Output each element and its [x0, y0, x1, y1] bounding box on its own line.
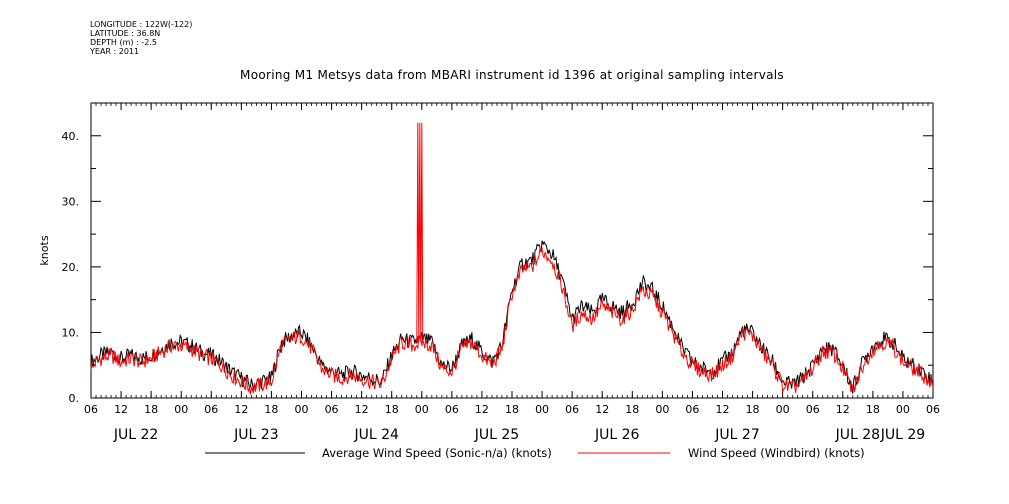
- series-line: [416, 122, 424, 343]
- legend-label: Average Wind Speed (Sonic-n/a) (knots): [322, 446, 552, 460]
- series-line: [90, 246, 934, 395]
- x-tick-label: 12: [355, 403, 369, 416]
- y-axis-label: knots: [38, 235, 51, 265]
- x-day-label: JUL 23: [233, 427, 278, 443]
- longitude-text: LONGITUDE : 122W(-122): [90, 20, 193, 29]
- legend-label: Wind Speed (Windbird) (knots): [688, 446, 865, 460]
- y-tick-label: 0.: [69, 392, 80, 405]
- x-tick-label: 00: [896, 403, 910, 416]
- x-tick-label: 12: [234, 403, 248, 416]
- x-tick-label: 18: [264, 403, 278, 416]
- x-tick-label: 12: [836, 403, 850, 416]
- x-tick-label: 12: [595, 403, 609, 416]
- x-tick-label: 06: [806, 403, 820, 416]
- x-day-label: JUL 22: [113, 427, 158, 443]
- x-tick-label: 18: [625, 403, 639, 416]
- x-tick-label: 06: [565, 403, 579, 416]
- x-tick-label: 18: [385, 403, 399, 416]
- x-tick-label: 12: [475, 403, 489, 416]
- y-tick-label: 40.: [62, 130, 80, 143]
- chart-title: Mooring M1 Metsys data from MBARI instru…: [240, 68, 784, 82]
- axes: 06 12 18 00 06 12 18 00 06 12 18 00 06 12 18 00 06 12 18 00…: [38, 102, 940, 443]
- x-day-label: JUL 28: [835, 427, 880, 443]
- x-tick-label: 00: [655, 403, 669, 416]
- legend: Average Wind Speed (Sonic-n/a) (knots) Wi…: [205, 446, 865, 460]
- x-tick-label: 18: [746, 403, 760, 416]
- x-tick-label: 12: [716, 403, 730, 416]
- y-tick-label: 10.: [62, 326, 80, 339]
- y-tick-label: 20.: [62, 261, 80, 274]
- x-tick-label: 06: [84, 403, 98, 416]
- x-tick-label: 06: [445, 403, 459, 416]
- x-tick-label: 00: [174, 403, 188, 416]
- x-tick-label: 18: [866, 403, 880, 416]
- x-day-label: JUL 29: [880, 427, 925, 443]
- x-tick-label: 06: [685, 403, 699, 416]
- year-text: YEAR : 2011: [90, 47, 140, 56]
- x-tick-label: 18: [505, 403, 519, 416]
- metadata-block: LONGITUDE : 122W(-122) LATITUDE : 36.8N …: [90, 20, 192, 56]
- x-day-label: JUL 27: [714, 427, 759, 443]
- x-tick-label: 00: [535, 403, 549, 416]
- x-day-label: JUL 25: [474, 427, 519, 443]
- y-tick-label: 30.: [62, 195, 80, 208]
- x-tick-label: 18: [144, 403, 158, 416]
- depth-text: DEPTH (m) : -2.5: [90, 38, 157, 47]
- plot-area: [90, 122, 934, 395]
- latitude-text: LATITUDE : 36.8N: [90, 29, 161, 38]
- x-tick-label: 00: [295, 403, 309, 416]
- x-minor-ticks: [90, 103, 934, 398]
- x-tick-label: 00: [415, 403, 429, 416]
- x-day-label: JUL 26: [594, 427, 640, 443]
- x-day-label: JUL 24: [353, 427, 399, 443]
- x-tick-label: 06: [926, 403, 940, 416]
- x-tick-label: 00: [776, 403, 790, 416]
- x-tick-label: 06: [325, 403, 339, 416]
- series-line: [90, 240, 934, 394]
- plot-frame: [90, 102, 934, 399]
- x-tick-label: 06: [204, 403, 218, 416]
- x-tick-label: 12: [114, 403, 128, 416]
